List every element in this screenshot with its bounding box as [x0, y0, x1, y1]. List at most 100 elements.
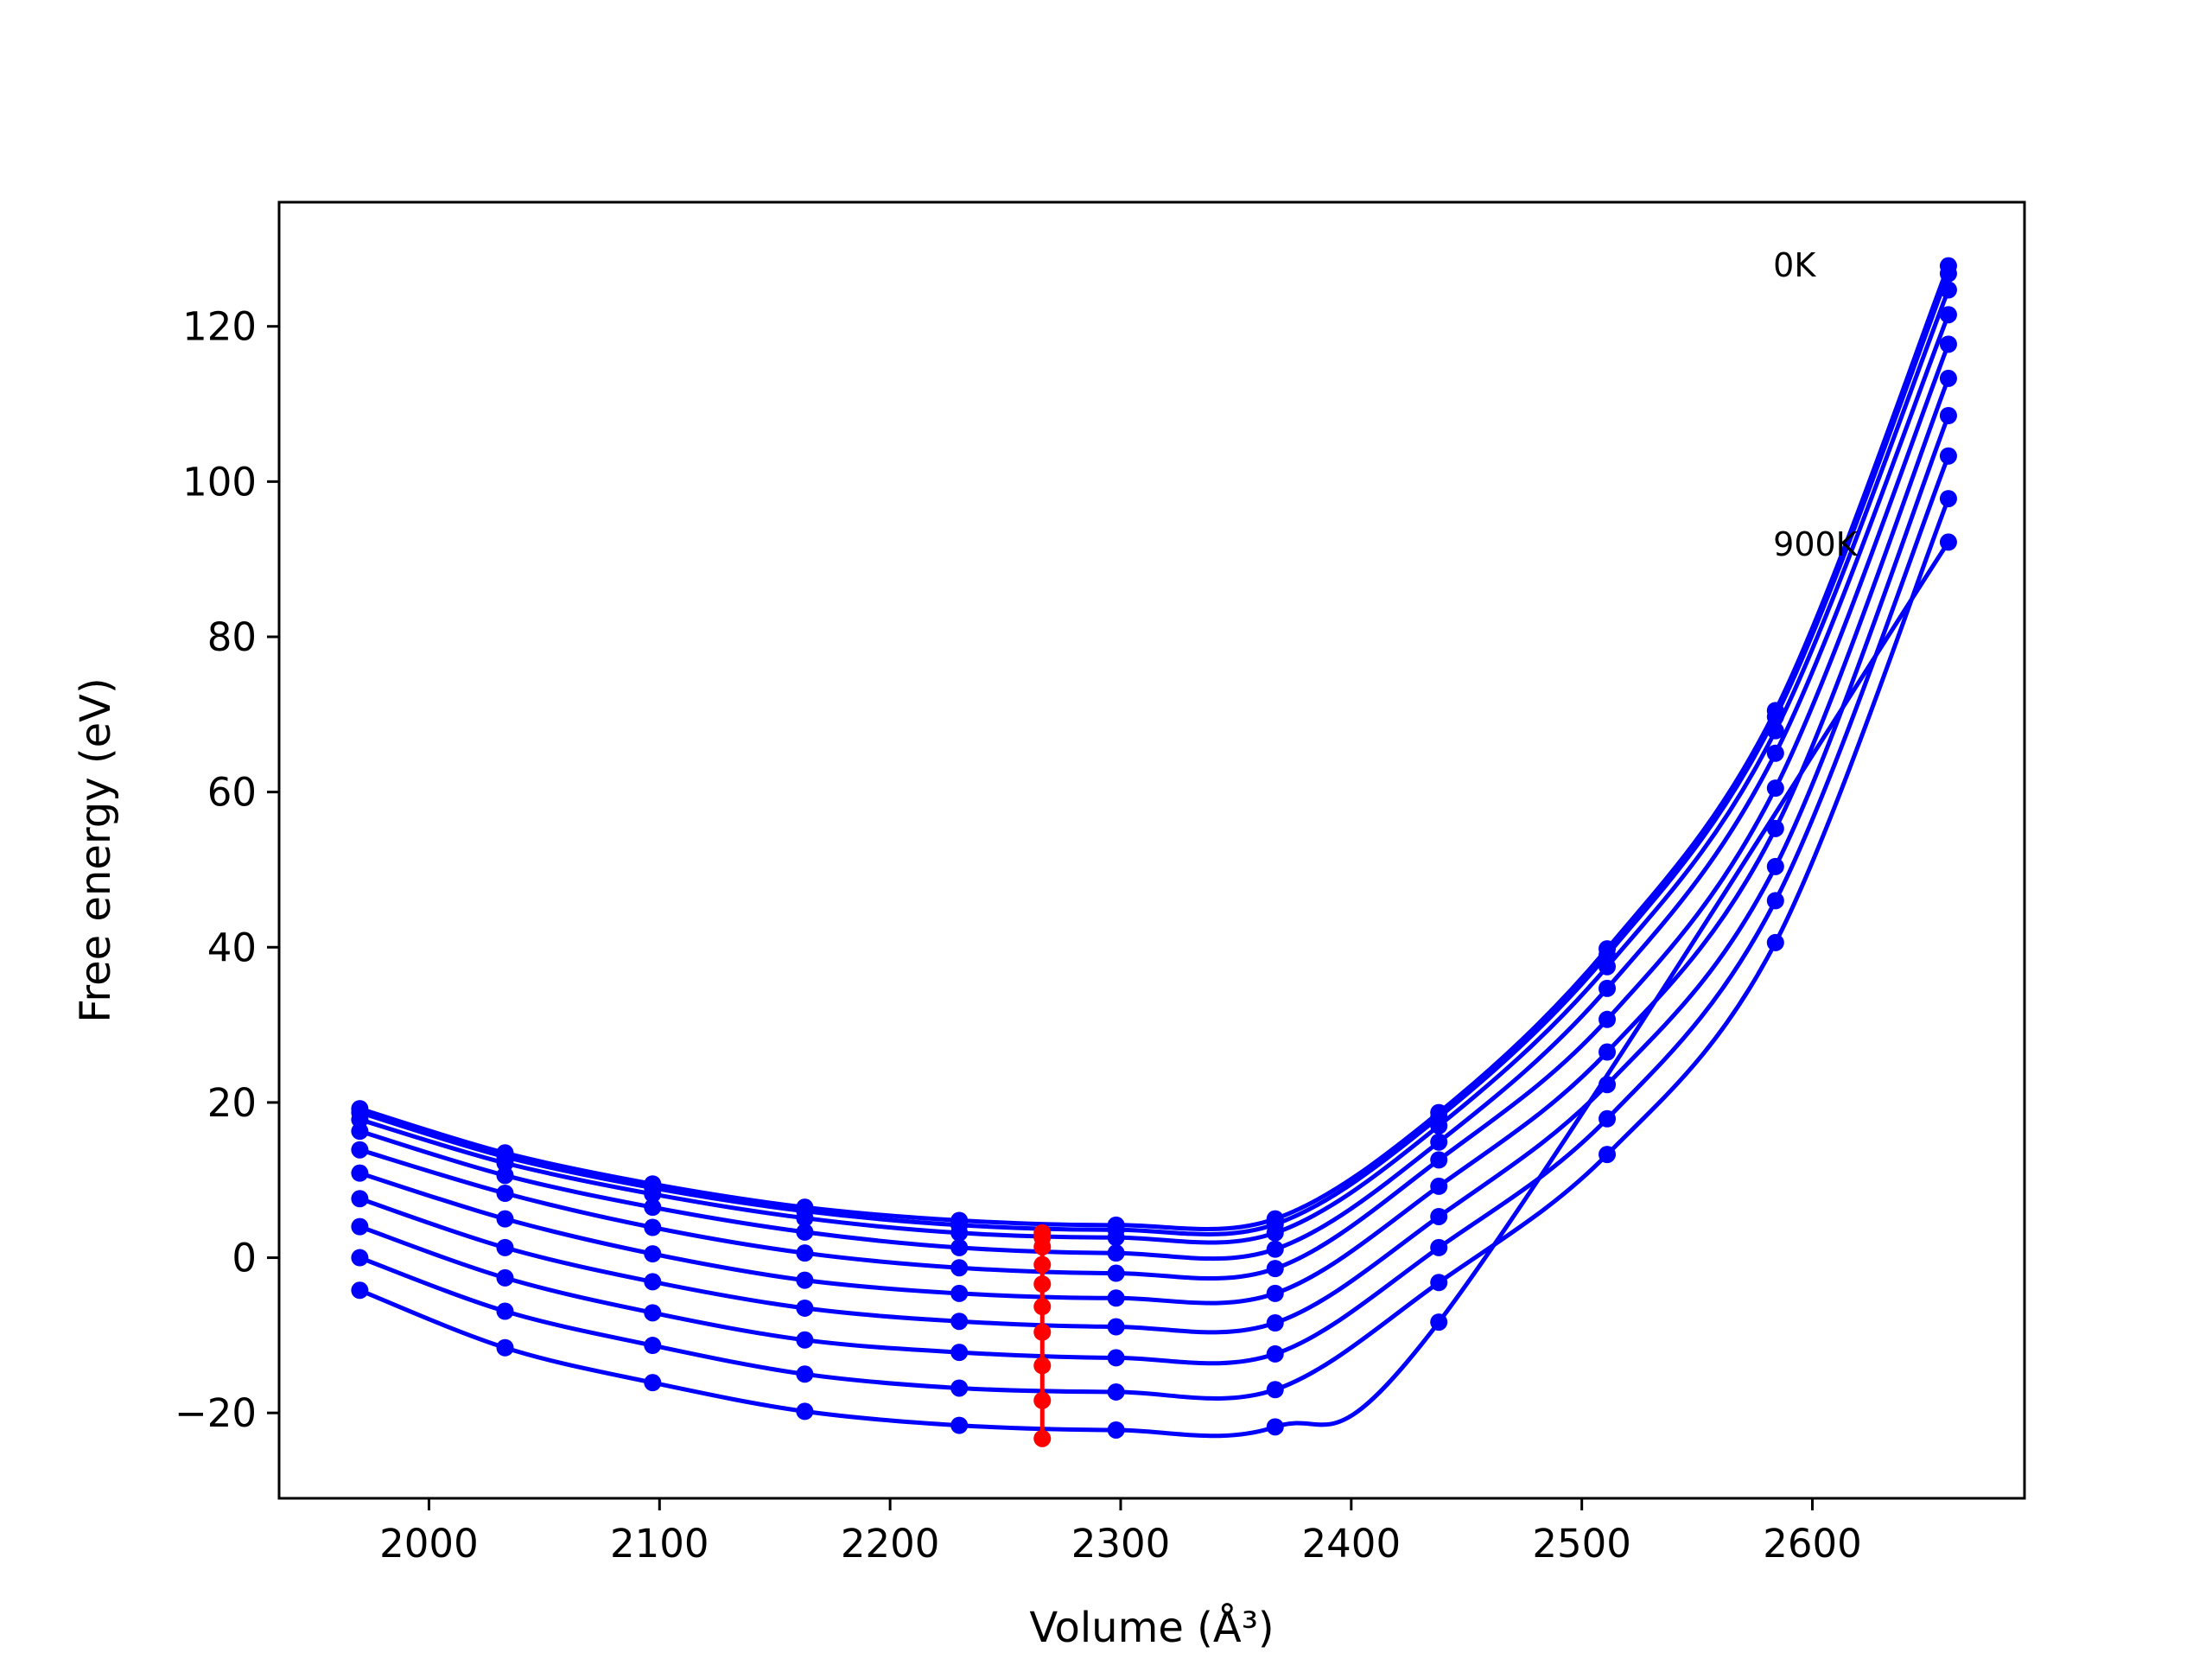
x-axis-ticks: 2000 2100 2200 2300 2400 2500 2600 — [379, 1498, 1862, 1567]
data-point — [644, 1337, 662, 1355]
minimum-point — [1033, 1275, 1052, 1294]
data-point — [1266, 1224, 1284, 1242]
data-point — [351, 1249, 369, 1267]
data-point — [496, 1185, 514, 1203]
fitted-curves — [359, 264, 1951, 1439]
y-tick-label: 20 — [207, 1080, 257, 1126]
data-point — [1266, 1381, 1284, 1399]
data-point — [950, 1344, 969, 1362]
fit-curve — [359, 541, 1950, 1439]
data-point — [1107, 1421, 1125, 1439]
data-point — [1266, 1260, 1284, 1278]
data-point — [496, 1302, 514, 1320]
annotation-0k: 0K — [1773, 246, 1816, 284]
data-point — [1266, 1314, 1284, 1332]
data-point — [1766, 819, 1784, 837]
data-point — [1766, 892, 1784, 910]
data-point — [1939, 369, 1957, 387]
data-point — [1766, 744, 1784, 762]
data-point — [1107, 1264, 1125, 1282]
data-point — [796, 1402, 814, 1421]
x-tick-label: 2600 — [1763, 1521, 1862, 1567]
minimum-point — [1033, 1357, 1052, 1375]
data-point — [496, 1268, 514, 1287]
minimum-point — [1033, 1323, 1052, 1341]
data-point — [644, 1374, 662, 1392]
data-point — [950, 1416, 969, 1434]
x-tick-label: 2100 — [610, 1521, 709, 1567]
data-point — [1766, 721, 1784, 740]
minimum-point — [1033, 1237, 1052, 1255]
y-tick-label: 0 — [232, 1236, 257, 1281]
data-point — [1266, 1344, 1284, 1363]
data-point — [496, 1154, 514, 1172]
data-point — [644, 1304, 662, 1322]
minimum-point — [1033, 1391, 1052, 1409]
data-point — [1939, 281, 1957, 299]
x-axis-label: Volume (Å³) — [1029, 1603, 1274, 1652]
data-point — [1599, 957, 1617, 976]
data-point — [1766, 779, 1784, 798]
data-point — [1939, 447, 1957, 465]
y-tick-label: −20 — [175, 1390, 257, 1436]
y-axis-ticks: −20 0 20 40 60 80 100 120 — [175, 304, 279, 1436]
fit-curve — [359, 343, 1951, 1281]
y-tick-label: 100 — [182, 459, 257, 505]
y-tick-label: 40 — [207, 925, 257, 970]
data-point — [796, 1209, 814, 1227]
data-point — [950, 1379, 969, 1397]
data-point — [1430, 1177, 1448, 1195]
data-point — [1599, 1109, 1617, 1128]
minimum-points — [1033, 1224, 1052, 1447]
minimum-point — [1033, 1429, 1052, 1447]
data-point — [796, 1244, 814, 1262]
data-point — [496, 1210, 514, 1228]
data-point — [1107, 1289, 1125, 1307]
data-point — [1107, 1318, 1125, 1336]
data-point — [1266, 1240, 1284, 1258]
x-tick-label: 2400 — [1302, 1521, 1402, 1567]
data-point — [351, 1141, 369, 1159]
y-axis-label: Free energy (eV) — [72, 677, 120, 1022]
data-point — [1939, 264, 1957, 283]
data-point — [1107, 1382, 1125, 1401]
data-point — [644, 1198, 662, 1217]
data-point — [644, 1245, 662, 1263]
data-point — [950, 1259, 969, 1277]
fit-curve — [359, 314, 1951, 1262]
data-point — [1599, 1076, 1617, 1094]
annotation-900k: 900K — [1773, 525, 1859, 563]
data-point — [644, 1218, 662, 1236]
plot-frame — [277, 200, 2026, 1500]
data-point — [496, 1338, 514, 1357]
fit-curve — [359, 272, 1951, 1236]
data-point — [351, 1164, 369, 1182]
data-point — [351, 1217, 369, 1236]
data-point — [1430, 1133, 1448, 1151]
data-point — [1430, 1238, 1448, 1256]
data-point — [1939, 306, 1957, 324]
data-point — [644, 1185, 662, 1203]
minimum-point — [1033, 1255, 1052, 1274]
data-point — [1266, 1418, 1284, 1436]
data-point — [1939, 490, 1957, 508]
data-point — [1939, 533, 1957, 551]
data-point — [351, 1281, 369, 1300]
fit-curve — [359, 289, 1951, 1245]
data-point — [796, 1365, 814, 1383]
data-point — [950, 1224, 969, 1242]
data-point — [1430, 1116, 1448, 1135]
data-point — [1766, 857, 1784, 875]
y-tick-label: 80 — [207, 614, 257, 660]
data-point — [1430, 1274, 1448, 1292]
data-point — [351, 1190, 369, 1208]
data-point — [1107, 1229, 1125, 1247]
fit-curve — [359, 498, 1951, 1401]
data-point — [1599, 1043, 1617, 1061]
data-point — [1599, 1010, 1617, 1028]
data-point — [1107, 1244, 1125, 1262]
x-tick-label: 2300 — [1071, 1521, 1171, 1567]
data-point — [1430, 1207, 1448, 1225]
data-point — [950, 1238, 969, 1256]
